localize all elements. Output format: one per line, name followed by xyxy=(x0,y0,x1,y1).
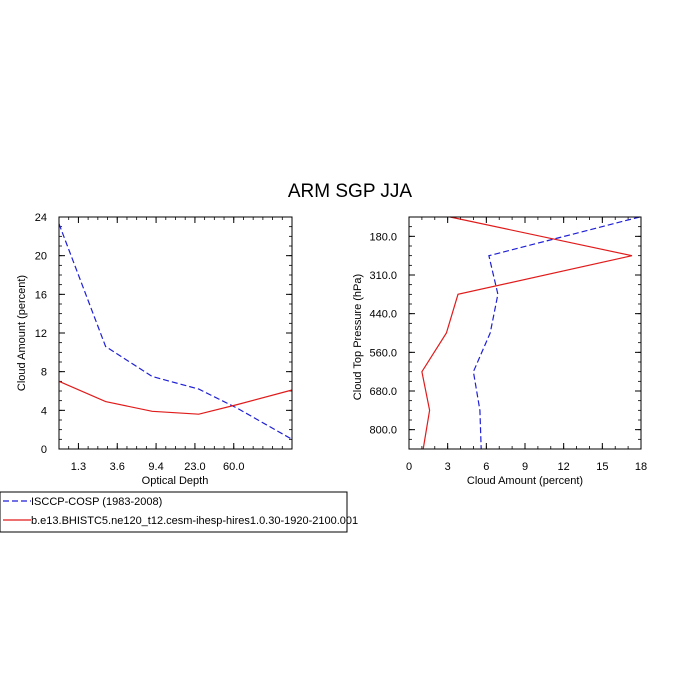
optical-depth-panel: 1.3 3.6 9.4 23.0 60.0 0 4 8 12 16 20 24 Optical Dep… xyxy=(16,212,293,487)
left-y-tick-label: 24 xyxy=(35,212,47,224)
left-y-tick-label: 12 xyxy=(35,328,47,340)
right-x-tick-label: 12 xyxy=(558,461,570,473)
y-axis-label-left: Cloud Amount (percent) xyxy=(16,275,28,391)
right-y-tick-label: 800.0 xyxy=(369,425,397,437)
left-y-tick-label: 8 xyxy=(41,367,47,379)
left-series-model-line xyxy=(58,380,293,415)
left-y-tick-label: 20 xyxy=(35,251,47,263)
right-y-tick-label: 180.0 xyxy=(369,231,397,243)
right-y-tick-label: 560.0 xyxy=(369,347,397,359)
chart-title: ARM SGP JJA xyxy=(288,181,413,202)
right-x-tick-label: 6 xyxy=(483,461,489,473)
left-x-tick-label: 1.3 xyxy=(71,461,86,473)
left-series-obs-line xyxy=(58,223,293,440)
x-axis-label-right: Cloud Amount (percent) xyxy=(467,475,583,487)
left-y-tick-label: 0 xyxy=(41,444,47,456)
pressure-panel: 0 3 6 9 12 15 18 180.0 310.0 440.0 560.0 680.0 800.0… xyxy=(352,216,647,487)
left-x-tick-label: 23.0 xyxy=(184,461,205,473)
y-axis-label-right: Cloud Top Pressure (hPa) xyxy=(352,274,364,400)
right-y-tick-label: 680.0 xyxy=(369,386,397,398)
right-x-tick-label: 0 xyxy=(406,461,412,473)
right-x-tick-label: 15 xyxy=(596,461,608,473)
left-x-tick-label: 3.6 xyxy=(110,461,125,473)
right-series-model-line xyxy=(421,216,633,450)
right-x-tick-label: 3 xyxy=(445,461,451,473)
right-y-tick-label: 440.0 xyxy=(369,309,397,321)
legend: ISCCP-COSP (1983-2008) b.e13.BHISTC5.ne1… xyxy=(0,491,358,533)
plot-frame-left xyxy=(58,216,293,450)
right-series-obs-line xyxy=(472,216,640,450)
left-x-tick-label: 60.0 xyxy=(223,461,244,473)
left-x-tick-label: 9.4 xyxy=(148,461,163,473)
right-y-tick-label: 310.0 xyxy=(369,270,397,282)
right-x-tick-label: 9 xyxy=(522,461,528,473)
x-axis-label-left: Optical Depth xyxy=(142,475,209,487)
plot-frame-right xyxy=(408,216,642,450)
right-x-tick-label: 18 xyxy=(635,461,647,473)
legend-box xyxy=(0,491,348,533)
left-y-tick-label: 16 xyxy=(35,289,47,301)
left-y-tick-label: 4 xyxy=(41,405,47,417)
legend-label-model: b.e13.BHISTC5.ne120_t12.cesm-ihesp-hires… xyxy=(31,515,358,527)
legend-label-obs: ISCCP-COSP (1983-2008) xyxy=(31,496,162,508)
